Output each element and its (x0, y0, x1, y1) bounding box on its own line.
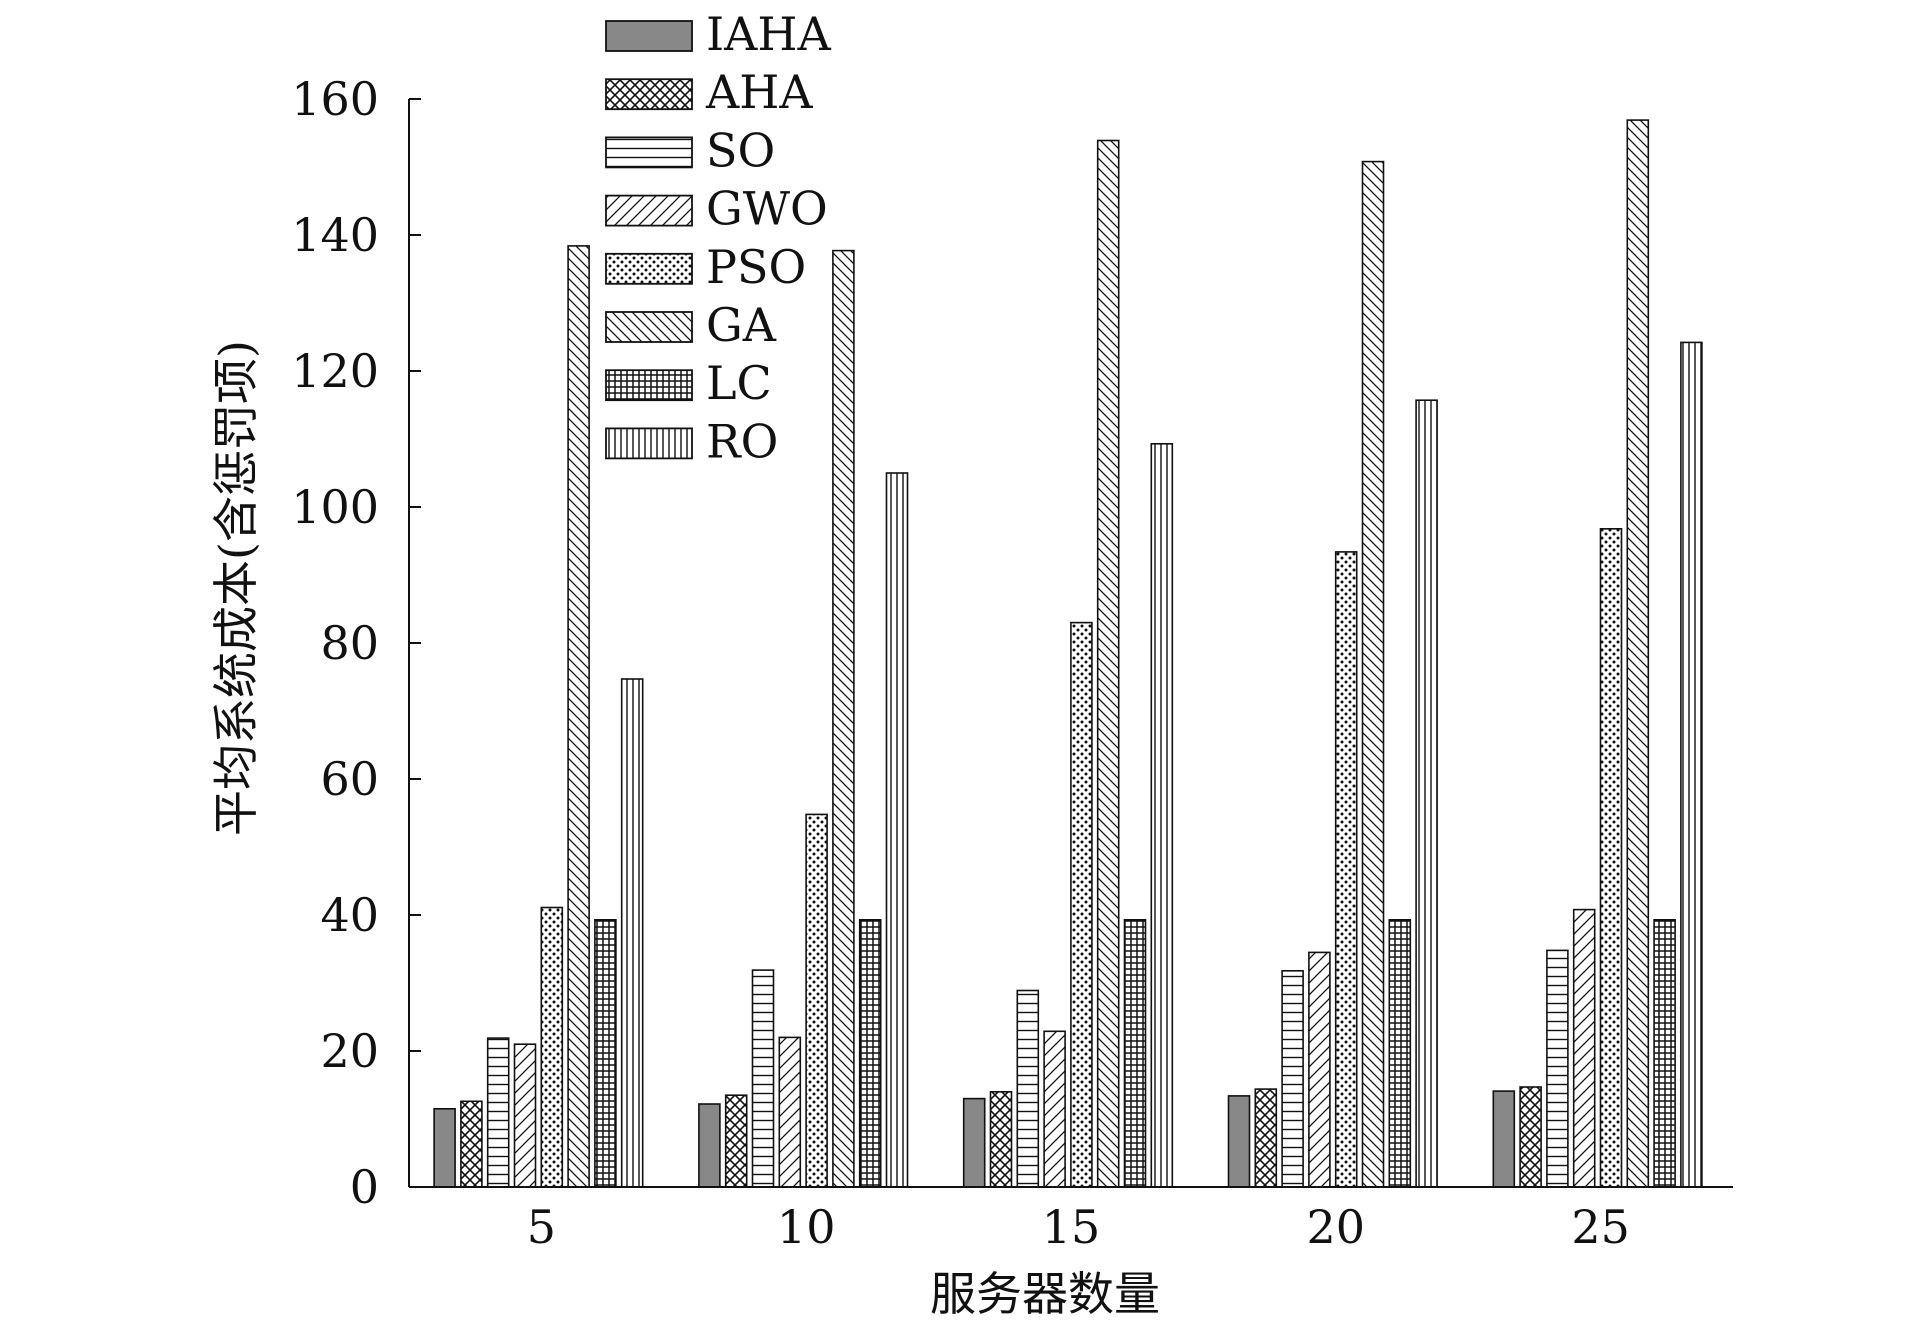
x-tick-label: 15 (1042, 1200, 1101, 1254)
legend-label-lc: LC (706, 356, 772, 410)
bar-gwo-15 (1043, 1030, 1066, 1188)
bar-ro-20 (1415, 399, 1438, 1188)
legend-swatch-lc (605, 369, 693, 402)
bar-so-20 (1281, 969, 1304, 1188)
bar-lc-15 (1123, 918, 1147, 1188)
bar-so-5 (486, 1037, 510, 1188)
bar-aha-25 (1519, 1086, 1542, 1188)
y-tick-label: 40 (320, 888, 379, 942)
bar-aha-15 (989, 1091, 1013, 1188)
bar-so-15 (1016, 989, 1040, 1188)
legend-swatch-aha (605, 78, 693, 111)
legend-label-aha: AHA (705, 65, 813, 119)
bar-iaha-15 (962, 1097, 986, 1188)
bars-layer (433, 119, 1703, 1188)
legend-swatch-pso (605, 252, 693, 285)
legend-label-gwo: GWO (706, 182, 828, 236)
legend-swatch-gwo (605, 194, 693, 227)
bar-so-10 (751, 969, 775, 1188)
bar-pso-10 (805, 813, 828, 1188)
bar-lc-20 (1388, 918, 1412, 1188)
bar-ga-5 (567, 245, 590, 1188)
x-tick-label: 20 (1307, 1200, 1366, 1254)
y-tick-label: 20 (320, 1024, 379, 1078)
bar-ro-5 (620, 678, 644, 1188)
bar-ro-10 (885, 472, 909, 1188)
bar-pso-25 (1599, 527, 1623, 1188)
bar-lc-10 (858, 918, 882, 1188)
y-axis-label: 平均系统成本(含惩罚项) (209, 340, 263, 836)
legend-label-so: SO (706, 123, 775, 177)
axes-layer: 5 10 15 20 25 0 20 40 60 80 100 120 140 160 (291, 72, 1733, 1254)
bar-iaha-20 (1227, 1095, 1251, 1188)
bar-gwo-25 (1572, 908, 1596, 1188)
y-tick-label: 60 (320, 752, 379, 806)
y-tick-label: 80 (320, 616, 379, 670)
x-tick-label: 5 (527, 1200, 556, 1254)
bar-ro-25 (1680, 341, 1703, 1188)
bar-ga-15 (1096, 139, 1120, 1188)
y-tick-label: 140 (291, 208, 379, 262)
legend-label-iaha: IAHA (706, 7, 832, 61)
bar-aha-20 (1254, 1088, 1278, 1188)
x-tick-label: 10 (777, 1200, 836, 1254)
bar-so-25 (1546, 949, 1569, 1188)
x-axis-label: 服务器数量 (930, 1267, 1160, 1321)
legend-label-ro: RO (706, 414, 778, 468)
bar-aha-5 (460, 1100, 483, 1188)
bar-gwo-5 (513, 1043, 537, 1188)
bar-aha-10 (724, 1094, 748, 1188)
y-tick-label: 160 (291, 72, 379, 126)
bar-lc-25 (1653, 918, 1676, 1188)
legend-swatch-ga (605, 311, 693, 343)
bar-ga-20 (1361, 160, 1385, 1188)
y-tick-label: 120 (291, 344, 379, 398)
bar-ro-15 (1150, 442, 1174, 1188)
bar-iaha-25 (1492, 1090, 1516, 1188)
bar-ga-10 (832, 249, 855, 1188)
y-tick-label: 100 (291, 480, 379, 534)
bar-pso-5 (540, 906, 564, 1188)
y-tick-label: 0 (350, 1160, 379, 1214)
legend-swatch-iaha (605, 20, 693, 52)
bar-pso-20 (1334, 551, 1358, 1188)
bar-gwo-10 (778, 1036, 802, 1188)
legend-label-pso: PSO (706, 240, 806, 294)
bar-pso-15 (1070, 621, 1093, 1188)
bar-iaha-5 (433, 1108, 456, 1188)
bar-iaha-10 (698, 1103, 721, 1188)
x-tick-label: 25 (1571, 1200, 1630, 1254)
bar-ga-25 (1626, 119, 1650, 1188)
legend-label-ga: GA (706, 298, 777, 352)
bar-gwo-20 (1308, 951, 1331, 1188)
bar-lc-5 (594, 918, 617, 1188)
legend-swatch-ro (605, 427, 693, 460)
legend-swatch-so (605, 136, 693, 169)
